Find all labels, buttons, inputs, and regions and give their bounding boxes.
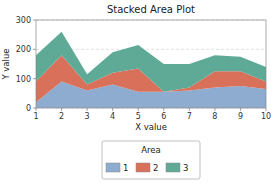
x-tick-label: 8 [212, 112, 217, 121]
legend-swatch [106, 163, 120, 172]
x-tick [87, 108, 88, 111]
x-tick-label: 2 [59, 112, 64, 121]
grid [36, 20, 266, 108]
x-tick [36, 108, 37, 111]
areas [36, 32, 266, 108]
x-tick-label: 3 [85, 112, 90, 121]
x-tick-label: 5 [136, 112, 141, 121]
x-tick-label: 10 [261, 112, 271, 121]
x-tick [61, 108, 62, 111]
x-tick [163, 108, 164, 111]
legend-box [102, 141, 200, 179]
x-tick-label: 7 [187, 112, 192, 121]
y-tick-label: 100 [16, 75, 31, 84]
y-tick-label: 0 [26, 104, 31, 113]
area [36, 32, 266, 92]
y-tick-label: 300 [16, 16, 31, 25]
x-tick [240, 108, 241, 111]
legend-label: 1 [123, 163, 128, 173]
x-tick [214, 108, 215, 111]
x-tick-label: 6 [161, 112, 166, 121]
legend-swatch [166, 163, 180, 172]
legend-swatch [136, 163, 150, 172]
legend-title: Area [141, 145, 161, 155]
legend: Area 1 2 3 [102, 141, 200, 179]
chart: Stacked Area Plot 0 100 200 300 1 2 3 4 5 6 7 8 9 10 X … [0, 0, 275, 183]
x-tick [189, 108, 190, 111]
x-tick-label: 4 [110, 112, 115, 121]
x-tick [266, 108, 267, 111]
x-tick-label: 9 [238, 112, 243, 121]
y-tick [33, 20, 36, 21]
x-axis-label: X value [135, 122, 167, 132]
x-tick [138, 108, 139, 111]
x-tick [112, 108, 113, 111]
y-axis-label: Y value [1, 48, 11, 80]
y-tick-label: 200 [16, 45, 31, 54]
legend-label: 3 [183, 163, 188, 173]
plot-frame [36, 20, 266, 108]
legend-label: 2 [153, 163, 158, 173]
x-tick-label: 1 [33, 112, 38, 121]
title: Stacked Area Plot [107, 4, 195, 15]
y-tick [33, 49, 36, 50]
y-tick [33, 78, 36, 79]
y-tick [33, 108, 36, 109]
